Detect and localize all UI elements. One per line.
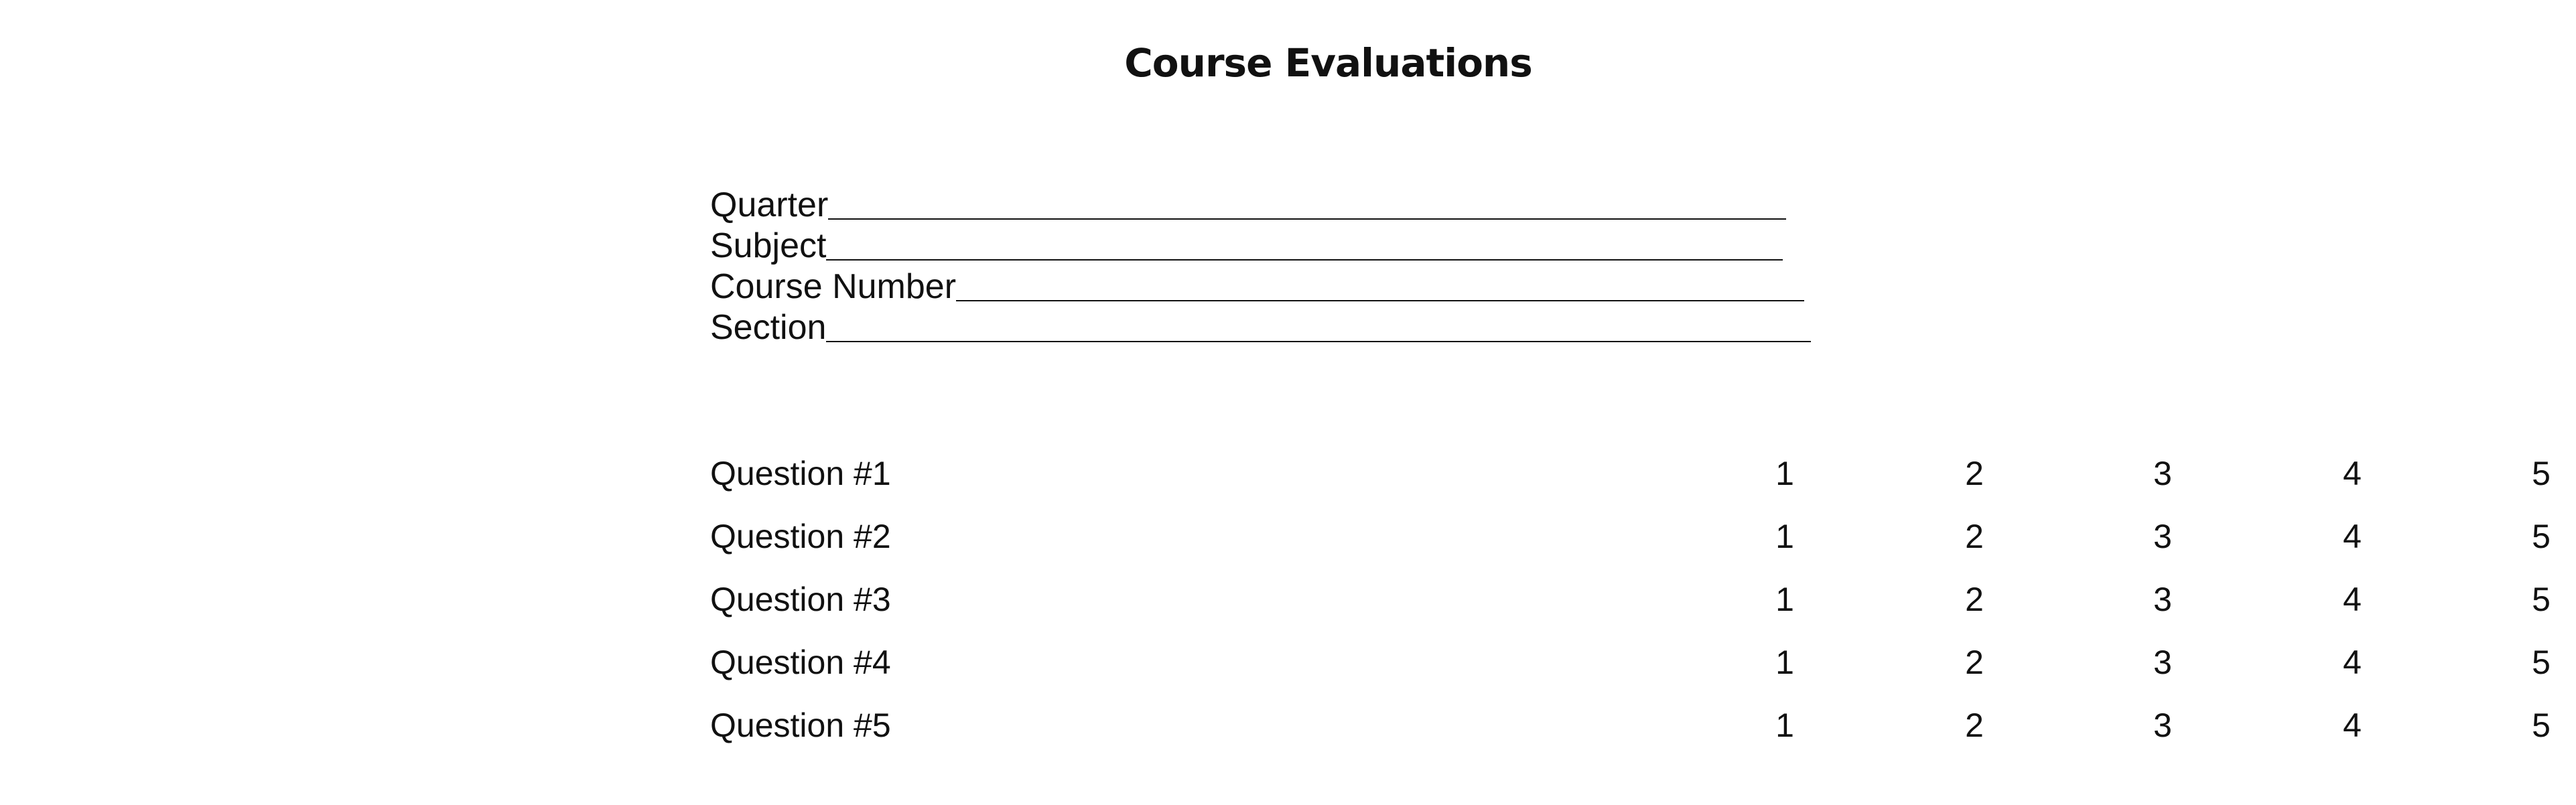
subject-blank-line[interactable] — [826, 259, 1783, 261]
question-label: Question #1 — [710, 455, 891, 492]
rating-option[interactable]: 4 — [2343, 581, 2362, 618]
rating-option[interactable]: 1 — [1775, 518, 1794, 555]
rating-option[interactable]: 3 — [2153, 581, 2172, 618]
section-field[interactable]: Section — [710, 307, 1849, 348]
rating-option[interactable]: 3 — [2153, 644, 2172, 681]
quarter-blank-line[interactable] — [828, 218, 1787, 220]
section-blank-line[interactable] — [826, 341, 1812, 342]
rating-option[interactable]: 3 — [2153, 707, 2172, 744]
section-label: Section — [710, 308, 827, 347]
course-info-fields: Quarter Subject Course Number Section — [710, 185, 1849, 348]
quarter-field[interactable]: Quarter — [710, 185, 1849, 226]
page-title: Course Evaluations — [1124, 40, 1533, 86]
rating-option[interactable]: 5 — [2532, 581, 2551, 618]
rating-option[interactable]: 1 — [1775, 644, 1794, 681]
rating-option[interactable]: 2 — [1965, 644, 1984, 681]
question-label: Question #5 — [710, 707, 891, 744]
question-row: Question #5 1 2 3 4 5 — [710, 694, 2551, 757]
rating-option[interactable]: 3 — [2153, 455, 2172, 492]
quarter-label: Quarter — [710, 186, 829, 224]
subject-field[interactable]: Subject — [710, 226, 1849, 267]
question-label: Question #4 — [710, 644, 891, 681]
question-row: Question #3 1 2 3 4 5 — [710, 568, 2551, 631]
rating-option[interactable]: 1 — [1775, 581, 1794, 618]
rating-option[interactable]: 2 — [1965, 455, 1984, 492]
rating-option[interactable]: 5 — [2532, 518, 2551, 555]
rating-option[interactable]: 2 — [1965, 518, 1984, 555]
question-row: Question #2 1 2 3 4 5 — [710, 505, 2551, 568]
question-label: Question #3 — [710, 581, 891, 618]
question-rating-table: Question #1 1 2 3 4 5 Question #2 1 2 3 … — [710, 442, 2551, 757]
course-number-blank-line[interactable] — [956, 300, 1805, 301]
rating-option[interactable]: 5 — [2532, 707, 2551, 744]
rating-option[interactable]: 5 — [2532, 644, 2551, 681]
rating-option[interactable]: 3 — [2153, 518, 2172, 555]
course-number-field[interactable]: Course Number — [710, 267, 1849, 307]
rating-option[interactable]: 2 — [1965, 707, 1984, 744]
rating-option[interactable]: 4 — [2343, 518, 2362, 555]
rating-option[interactable]: 1 — [1775, 707, 1794, 744]
rating-option[interactable]: 4 — [2343, 707, 2362, 744]
rating-option[interactable]: 4 — [2343, 644, 2362, 681]
subject-label: Subject — [710, 226, 827, 265]
course-number-label: Course Number — [710, 267, 957, 306]
question-row: Question #4 1 2 3 4 5 — [710, 631, 2551, 694]
rating-option[interactable]: 1 — [1775, 455, 1794, 492]
rating-option[interactable]: 4 — [2343, 455, 2362, 492]
question-row: Question #1 1 2 3 4 5 — [710, 442, 2551, 505]
rating-option[interactable]: 2 — [1965, 581, 1984, 618]
rating-option[interactable]: 5 — [2532, 455, 2551, 492]
question-label: Question #2 — [710, 518, 891, 555]
